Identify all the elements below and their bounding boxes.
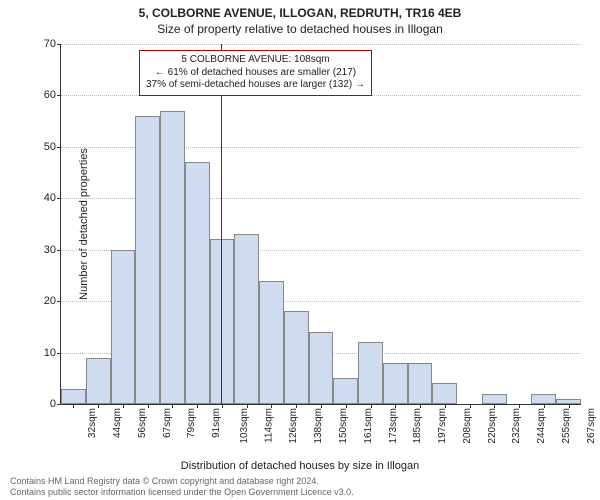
y-tick-label: 30: [44, 244, 56, 256]
y-tick-label: 60: [44, 89, 56, 101]
histogram-bar: [160, 111, 185, 404]
histogram-bar: [259, 281, 284, 404]
x-tick-label: 67sqm: [162, 408, 173, 438]
x-tick-label: 255sqm: [561, 408, 572, 444]
annot-line1: 5 COLBORNE AVENUE: 108sqm: [146, 54, 365, 67]
x-tick-label: 150sqm: [338, 408, 349, 444]
x-tick-label: 267sqm: [585, 408, 596, 444]
footer-line-2: Contains public sector information licen…: [10, 487, 354, 498]
chart-title-1: 5, COLBORNE AVENUE, ILLOGAN, REDRUTH, TR…: [0, 6, 600, 20]
histogram-bar: [482, 394, 507, 404]
x-tick-label: 103sqm: [239, 408, 250, 444]
x-tick-label: 56sqm: [137, 408, 148, 438]
x-tick-label: 220sqm: [486, 408, 497, 444]
histogram-bar: [234, 234, 259, 404]
x-tick-label: 91sqm: [211, 408, 222, 438]
y-tick-label: 70: [44, 38, 56, 50]
x-tick-label: 44sqm: [112, 408, 123, 438]
histogram-bar: [358, 342, 383, 404]
histogram-bar: [531, 394, 556, 404]
footer-line-1: Contains HM Land Registry data © Crown c…: [10, 476, 354, 487]
y-tick-label: 50: [44, 141, 56, 153]
y-tick-label: 0: [50, 398, 56, 410]
x-tick-label: 208sqm: [462, 408, 473, 444]
x-axis-label: Distribution of detached houses by size …: [0, 460, 600, 472]
histogram-bar: [309, 332, 334, 404]
histogram-bar: [432, 383, 457, 404]
x-tick-label: 126sqm: [288, 408, 299, 444]
x-tick-label: 244sqm: [536, 408, 547, 444]
x-tick-label: 185sqm: [412, 408, 423, 444]
x-tick-label: 161sqm: [363, 408, 374, 444]
histogram-bar: [111, 250, 136, 404]
x-tick-label: 114sqm: [263, 408, 274, 443]
y-tick-label: 40: [44, 192, 56, 204]
histogram-bar: [61, 389, 86, 404]
chart-title-2: Size of property relative to detached ho…: [0, 22, 600, 36]
property-marker-line: [221, 44, 222, 404]
histogram-bar: [333, 378, 358, 404]
x-tick-label: 232sqm: [511, 408, 522, 444]
x-tick-label: 32sqm: [87, 408, 98, 438]
histogram-bar: [383, 363, 408, 404]
x-tick-label: 173sqm: [387, 408, 398, 444]
annot-line2: ← 61% of detached houses are smaller (21…: [146, 67, 365, 80]
footer-text: Contains HM Land Registry data © Crown c…: [0, 476, 354, 498]
annotation-box: 5 COLBORNE AVENUE: 108sqm← 61% of detach…: [139, 50, 372, 96]
histogram-bar: [408, 363, 433, 404]
y-tick-label: 20: [44, 295, 56, 307]
histogram-bar: [135, 116, 160, 404]
x-tick-label: 79sqm: [186, 408, 197, 438]
chart-container: 5, COLBORNE AVENUE, ILLOGAN, REDRUTH, TR…: [0, 0, 600, 500]
y-tick-label: 10: [44, 347, 56, 359]
x-tick-label: 138sqm: [313, 408, 324, 444]
x-tick-label: 197sqm: [437, 408, 448, 444]
annot-line3: 37% of semi-detached houses are larger (…: [146, 79, 365, 92]
histogram-bar: [86, 358, 111, 404]
plot-area: 5 COLBORNE AVENUE: 108sqm← 61% of detach…: [60, 44, 581, 405]
histogram-bar: [284, 311, 309, 404]
histogram-bar: [185, 162, 210, 404]
